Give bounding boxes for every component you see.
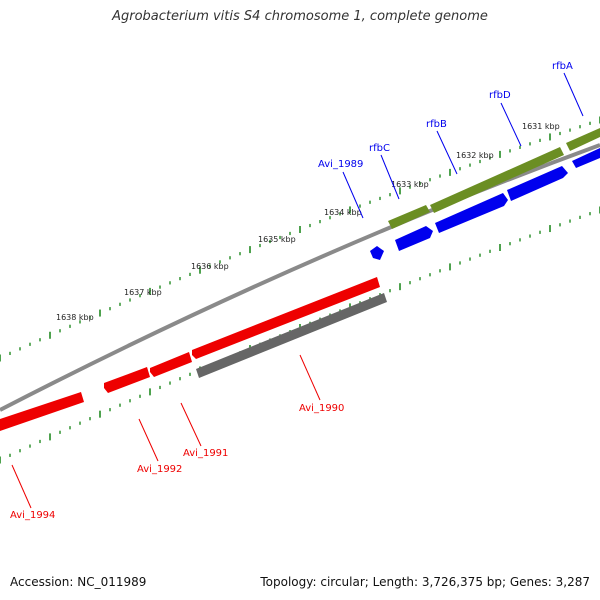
gene-label-rfbB: rfbB <box>426 119 447 130</box>
forward-gene-rfbC <box>395 226 433 251</box>
gene-label-avi1992: Avi_1992 <box>137 464 182 475</box>
kbp-label-1636: 1636 kbp <box>191 262 229 271</box>
forward-feature-olive-1 <box>388 205 430 229</box>
forward-gene-rfbB <box>435 193 508 233</box>
leader-rfbD <box>500 102 522 147</box>
forward-gene-rfbD <box>507 166 568 201</box>
kbp-label-1635: 1635 kbp <box>258 235 296 244</box>
map-title: Agrobacterium vitis S4 chromosome 1, com… <box>112 9 488 24</box>
reverse-gene-avi1992 <box>104 367 150 393</box>
kbp-label-1638: 1638 kbp <box>56 313 94 322</box>
gene-label-rfbC: rfbC <box>369 143 390 154</box>
leader-avi1994 <box>11 464 32 509</box>
leader-avi1991 <box>180 402 202 447</box>
forward-gene-avi1989 <box>370 246 384 260</box>
kbp-label-1633: 1633 kbp <box>391 180 429 189</box>
forward-gene-rfbA <box>572 148 600 168</box>
reverse-feature-grey <box>196 293 387 378</box>
reverse-gene-avi1991 <box>150 352 192 377</box>
reverse-gene-avi1994 <box>0 392 84 431</box>
kbp-label-1637: 1637 kbp <box>124 288 162 297</box>
leader-avi1990 <box>299 354 321 401</box>
leader-rfbA <box>563 72 584 117</box>
chromosome-backbone <box>0 143 600 412</box>
gene-label-avi1994: Avi_1994 <box>10 510 55 521</box>
leader-rfbC <box>380 154 400 200</box>
kbp-label-1634: 1634 kbp <box>324 208 362 217</box>
kbp-label-1632: 1632 kbp <box>456 151 494 160</box>
gene-label-rfbA: rfbA <box>552 61 573 72</box>
leader-rfbB <box>436 130 458 175</box>
gene-label-avi1991: Avi_1991 <box>183 448 228 459</box>
leader-avi1989 <box>342 171 364 219</box>
outer-tick-track <box>0 116 600 362</box>
gene-label-avi1989: Avi_1989 <box>318 159 363 170</box>
gene-label-avi1990: Avi_1990 <box>299 403 344 414</box>
kbp-label-1631: 1631 kbp <box>522 122 560 131</box>
reverse-gene-avi1990 <box>192 277 380 359</box>
gene-label-rfbD: rfbD <box>489 90 511 101</box>
leader-avi1992 <box>138 418 159 462</box>
genome-summary-text: Topology: circular; Length: 3,726,375 bp… <box>260 575 590 589</box>
accession-text: Accession: NC_011989 <box>10 575 147 589</box>
forward-feature-olive-2 <box>430 147 564 213</box>
forward-feature-olive-3 <box>566 128 600 151</box>
